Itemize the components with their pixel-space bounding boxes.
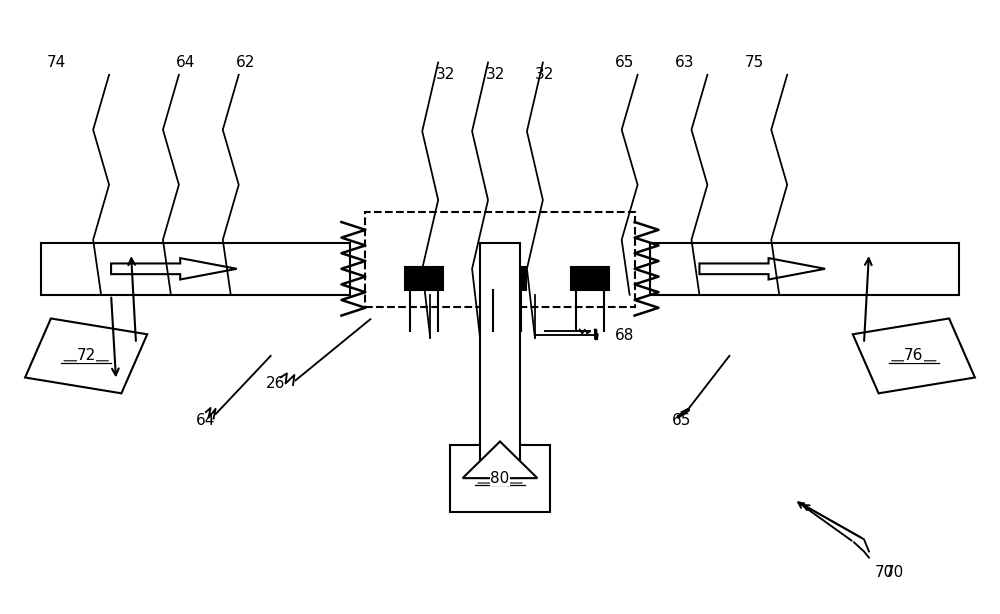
Polygon shape: [463, 441, 537, 478]
Text: 68: 68: [615, 328, 634, 343]
Text: 63: 63: [675, 55, 694, 70]
Text: 70: 70: [874, 565, 894, 580]
Text: 64: 64: [176, 55, 196, 70]
Text: 65: 65: [672, 413, 691, 427]
Text: 74: 74: [47, 55, 66, 70]
FancyBboxPatch shape: [853, 319, 975, 394]
Text: 65: 65: [615, 55, 634, 70]
FancyBboxPatch shape: [365, 212, 635, 307]
Text: 32: 32: [535, 68, 555, 82]
Text: 62: 62: [236, 55, 255, 70]
Bar: [571, 266, 609, 290]
Text: 72: 72: [77, 348, 96, 363]
Text: 76: 76: [904, 348, 924, 363]
Text: 26: 26: [266, 376, 285, 391]
Text: 75: 75: [745, 55, 764, 70]
FancyBboxPatch shape: [25, 319, 147, 394]
Text: 32: 32: [485, 68, 505, 82]
FancyBboxPatch shape: [41, 243, 350, 295]
Text: 76: 76: [904, 348, 924, 363]
Polygon shape: [699, 258, 825, 279]
Text: 72: 72: [77, 348, 96, 363]
Text: 32: 32: [435, 68, 455, 82]
FancyBboxPatch shape: [450, 445, 550, 511]
Bar: [488, 266, 526, 290]
Text: 80: 80: [490, 471, 510, 486]
Text: 70: 70: [884, 565, 904, 580]
Text: 64: 64: [196, 413, 216, 427]
Bar: [480, 243, 520, 478]
Bar: [405, 266, 443, 290]
Text: 80: 80: [490, 471, 510, 486]
Polygon shape: [111, 258, 237, 279]
FancyBboxPatch shape: [650, 243, 959, 295]
